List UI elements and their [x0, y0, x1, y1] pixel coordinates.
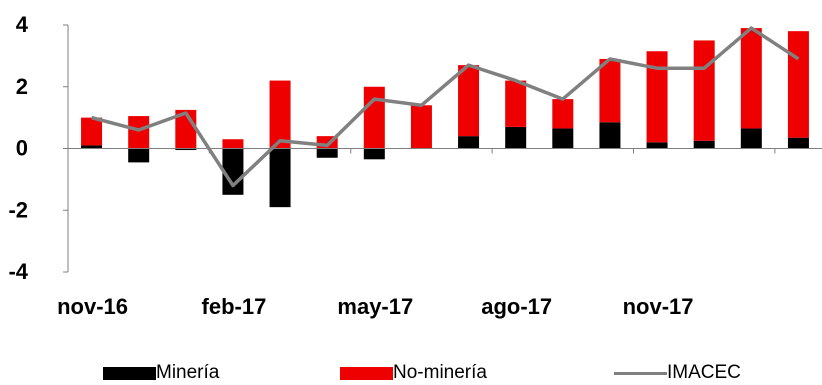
bar-mineria-ago-17 [505, 126, 527, 149]
bar-no-mineria-jul-17 [458, 65, 480, 137]
bar-no-mineria-mar-17 [269, 80, 291, 149]
bar-no-mineria-feb-17 [222, 139, 244, 149]
bar-mineria-mar-17 [269, 148, 291, 208]
bar-mineria-may-17 [363, 148, 385, 160]
bar-mineria-abr-17 [316, 148, 338, 158]
bar-no-mineria-ago-17 [505, 80, 527, 127]
y-tick-labels: 4 2 0 -2 -4 [8, 12, 28, 284]
bar-no-mineria-may-17 [363, 86, 385, 149]
bar-no-mineria-nov-16 [81, 117, 103, 146]
legend-item-mineria: Minería [103, 362, 219, 384]
bar-mineria-jul-17 [458, 136, 480, 149]
bar-mineria-ene-18 [740, 128, 762, 149]
bars-layer [81, 28, 809, 208]
bar-mineria-nov-17 [646, 142, 668, 149]
bar-mineria-nov-16 [81, 145, 103, 149]
legend-item-imacec: IMACEC [614, 362, 741, 384]
y-tick-label: -2 [8, 197, 28, 222]
bar-no-mineria-sep-17 [552, 99, 574, 129]
bar-mineria-dic-17 [693, 140, 715, 149]
x-tick-label-nov-17: nov-17 [623, 294, 694, 319]
bar-no-mineria-feb-18 [787, 31, 809, 138]
bar-no-mineria-nov-17 [646, 51, 668, 143]
y-tick-label: -4 [8, 259, 28, 284]
bar-mineria-dic-16 [128, 148, 150, 163]
bar-no-mineria-dic-16 [128, 116, 150, 149]
bar-mineria-feb-18 [787, 137, 809, 149]
legend-item-no-mineria: No-minería [340, 362, 487, 384]
bar-mineria-oct-17 [599, 122, 621, 149]
legend-label-no-mineria: No-minería [393, 362, 487, 383]
legend-label-imacec: IMACEC [667, 362, 741, 383]
x-tick-labels: nov-16 feb-17 may-17 ago-17 nov-17 [57, 294, 693, 319]
legend: Minería No-minería IMACEC [0, 362, 822, 384]
bar-no-mineria-dic-17 [693, 40, 715, 141]
y-tick-label: 0 [16, 136, 28, 161]
bar-no-mineria-jun-17 [410, 105, 432, 149]
line-layer [91, 26, 800, 188]
axes-layer [63, 24, 822, 273]
x-tick-label-nov-16: nov-16 [57, 294, 128, 319]
bar-mineria-ene-17 [175, 148, 197, 151]
legend-label-mineria: Minería [156, 362, 220, 383]
line-imacec [91, 26, 800, 188]
bar-no-mineria-oct-17 [599, 58, 621, 123]
y-tick-label: 2 [16, 74, 28, 99]
x-tick-label-may-17: may-17 [337, 294, 413, 319]
x-tick-label-ago-17: ago-17 [481, 294, 552, 319]
bar-mineria-sep-17 [552, 128, 574, 149]
legend-swatch-mineria [103, 366, 156, 380]
bar-mineria-feb-17 [222, 148, 244, 195]
legend-swatch-no-mineria [340, 366, 393, 380]
bar-no-mineria-ene-18 [740, 28, 762, 129]
legend-swatch-imacec [614, 371, 667, 375]
y-tick-label: 4 [16, 12, 29, 37]
x-tick-label-feb-17: feb-17 [202, 294, 267, 319]
